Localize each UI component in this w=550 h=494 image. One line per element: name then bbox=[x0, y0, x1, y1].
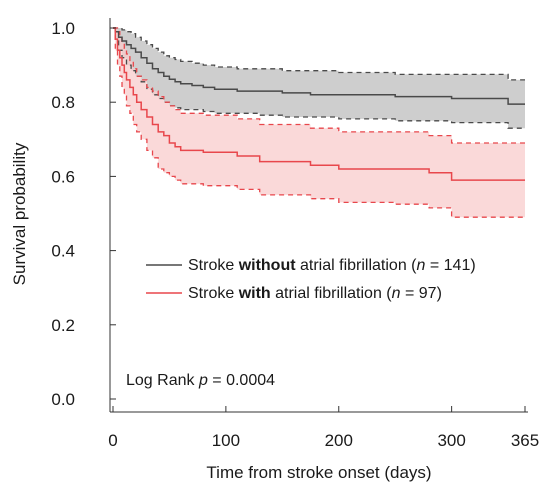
y-tick-label: 1.0 bbox=[51, 19, 75, 38]
ci-band-with_af bbox=[113, 28, 525, 218]
x-tick-label: 200 bbox=[325, 431, 353, 450]
y-tick-label: 0.6 bbox=[51, 167, 75, 186]
ci-upper-without_af bbox=[113, 27, 525, 81]
ci-lower-with_af bbox=[113, 27, 525, 218]
y-tick-label: 0.4 bbox=[51, 242, 75, 261]
y-tick-label: 0.2 bbox=[51, 316, 75, 335]
survival-curves bbox=[113, 27, 525, 218]
axes bbox=[109, 18, 528, 413]
confidence-bands bbox=[113, 28, 525, 218]
y-axis-title: Survival probability bbox=[10, 142, 29, 285]
y-tick-label: 0.8 bbox=[51, 93, 75, 112]
x-axis-title: Time from stroke onset (days) bbox=[206, 463, 431, 482]
x-tick-label: 100 bbox=[212, 431, 240, 450]
legend: Stroke without atrial fibrillation (n = … bbox=[146, 257, 476, 302]
survival-line-without_af bbox=[113, 27, 525, 105]
legend-label-with_af: Stroke with atrial fibrillation (n = 97) bbox=[188, 285, 442, 302]
x-tick-label: 365 bbox=[511, 431, 539, 450]
log-rank-annotation: Log Rank p = 0.0004 bbox=[126, 372, 275, 389]
y-tick-label: 0.0 bbox=[51, 390, 75, 409]
x-tick-label: 0 bbox=[108, 431, 117, 450]
legend-label-without_af: Stroke without atrial fibrillation (n = … bbox=[188, 257, 476, 274]
ci-band-without_af bbox=[113, 28, 525, 129]
tick-labels: 0 100 200 300 365 0.0 0.2 0.4 0.6 0.8 1.0 bbox=[51, 19, 539, 450]
ci-upper-with_af bbox=[113, 27, 525, 144]
x-tick-label: 300 bbox=[437, 431, 465, 450]
survival-line-with_af bbox=[113, 27, 525, 181]
